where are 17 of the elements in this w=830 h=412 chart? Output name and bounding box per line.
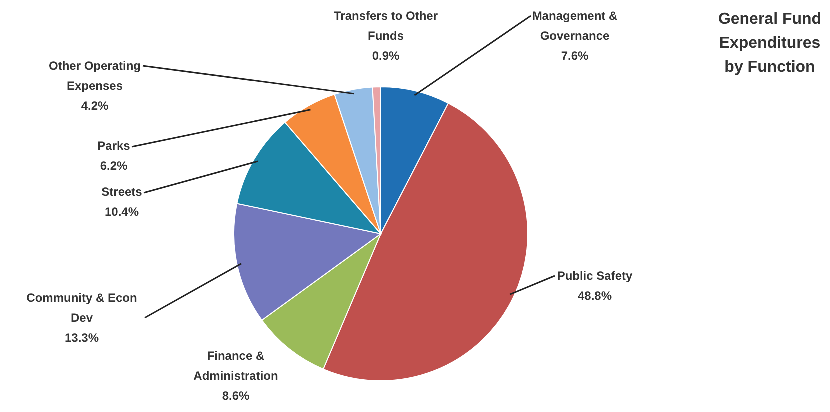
data-label: 6.2% [100,159,128,173]
slice-label: Streets [102,185,143,199]
text: General Fund Expenditures by Function [718,11,822,76]
slice-label: Management & Governance [532,9,618,43]
data-label: 10.4% [104,205,140,219]
data-label: 0.9% [372,49,400,63]
data-label: 48.8% [578,289,612,303]
slice-label: Parks [98,139,131,153]
slice-label: Public Safety [557,269,634,283]
data-label: 4.2% [81,99,109,113]
data-label: 13.3% [64,331,100,345]
slice-label: Community & Econ Dev [26,291,138,325]
data-label: 7.6% [561,49,589,63]
slice-label: Other Operating Expenses [48,59,142,93]
data-label: 8.6% [222,389,250,403]
slice-label: Transfers to Other Funds [334,9,438,43]
slice-label: Finance & Administration [194,349,278,383]
